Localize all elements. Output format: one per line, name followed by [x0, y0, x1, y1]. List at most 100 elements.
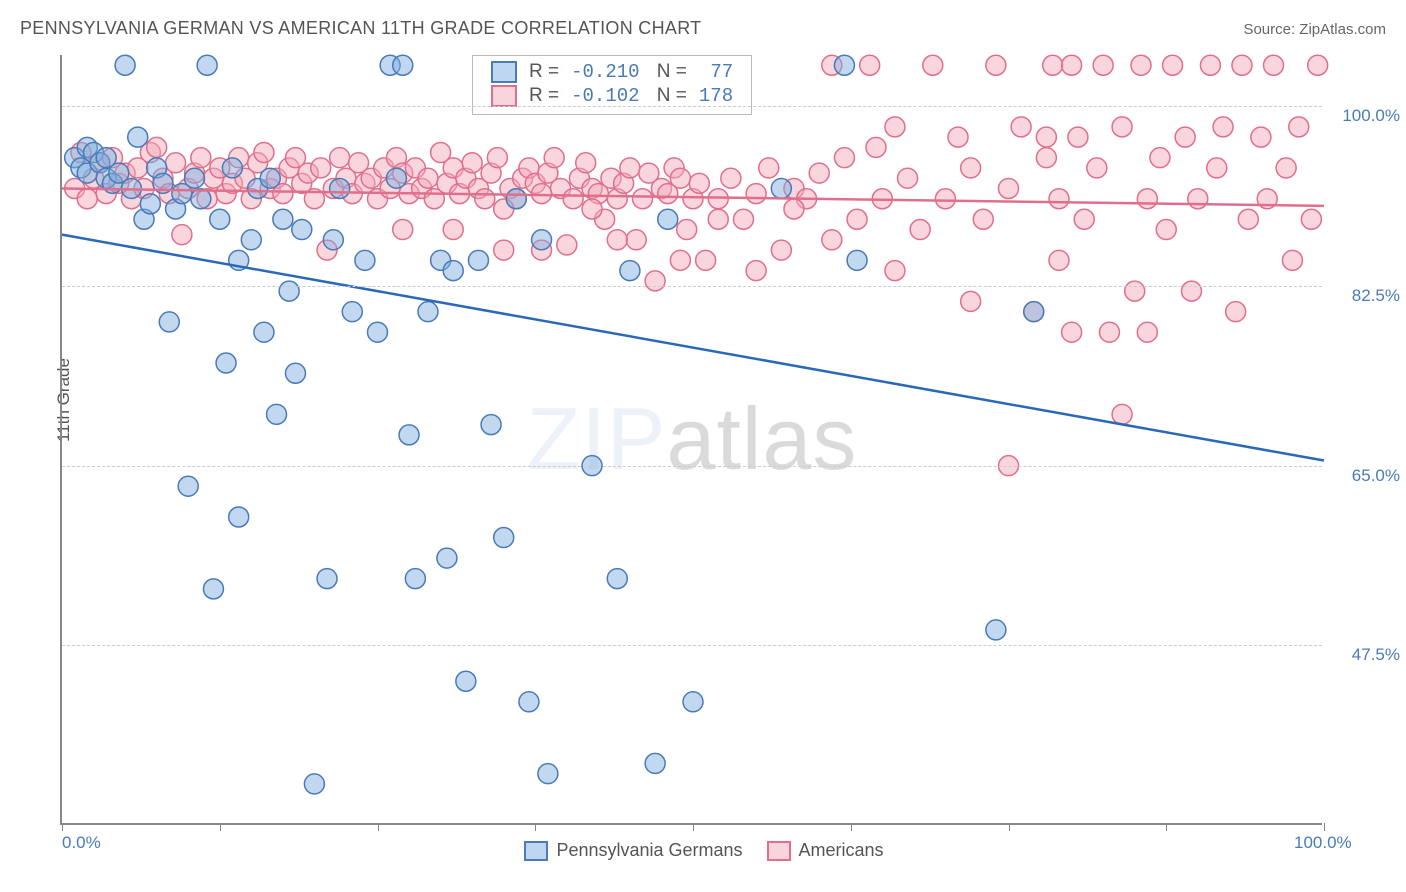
data-point — [481, 415, 501, 435]
data-point — [1112, 404, 1132, 424]
data-point — [771, 240, 791, 260]
data-point — [910, 220, 930, 240]
data-point — [115, 55, 135, 75]
data-point — [809, 163, 829, 183]
data-point — [1200, 55, 1220, 75]
data-point — [746, 184, 766, 204]
data-point — [254, 322, 274, 342]
data-point — [1036, 148, 1056, 168]
data-point — [393, 55, 413, 75]
data-point — [645, 271, 665, 291]
data-point — [1137, 322, 1157, 342]
data-point — [860, 55, 880, 75]
data-point — [658, 209, 678, 229]
data-point — [386, 168, 406, 188]
data-point — [1112, 117, 1132, 137]
source-label: Source: ZipAtlas.com — [1243, 21, 1386, 38]
data-point — [1049, 250, 1069, 270]
data-point — [607, 230, 627, 250]
data-point — [487, 148, 507, 168]
data-point — [771, 178, 791, 198]
chart-title: PENNSYLVANIA GERMAN VS AMERICAN 11TH GRA… — [20, 18, 701, 39]
data-point — [178, 476, 198, 496]
data-point — [582, 199, 602, 219]
data-point — [437, 548, 457, 568]
data-point — [1068, 127, 1088, 147]
data-point — [708, 209, 728, 229]
data-point — [241, 230, 261, 250]
y-tick-label: 65.0% — [1352, 466, 1400, 486]
data-point — [462, 153, 482, 173]
data-point — [620, 158, 640, 178]
data-point — [399, 425, 419, 445]
legend-n-value: 178 — [693, 84, 739, 108]
data-point — [670, 250, 690, 270]
data-point — [418, 168, 438, 188]
data-point — [1232, 55, 1252, 75]
data-point — [563, 189, 583, 209]
data-point — [229, 507, 249, 527]
legend-swatch — [524, 841, 548, 861]
data-point — [1074, 209, 1094, 229]
data-point — [1099, 322, 1119, 342]
data-point — [197, 55, 217, 75]
legend-r-label: R = — [523, 60, 565, 84]
data-point — [999, 178, 1019, 198]
data-point — [166, 153, 186, 173]
legend-n-label: N = — [646, 84, 693, 108]
data-point — [267, 404, 287, 424]
data-point — [292, 220, 312, 240]
data-point — [683, 692, 703, 712]
data-point — [557, 235, 577, 255]
plot-svg — [62, 55, 1322, 823]
data-point — [885, 261, 905, 281]
data-point — [607, 569, 627, 589]
x-tick — [851, 823, 852, 831]
data-point — [1163, 55, 1183, 75]
data-point — [847, 250, 867, 270]
legend-label: Pennsylvania Germans — [556, 840, 742, 860]
data-point — [847, 209, 867, 229]
data-point — [1282, 250, 1302, 270]
legend-swatch — [491, 61, 517, 83]
data-point — [1125, 281, 1145, 301]
legend-swatch — [767, 841, 791, 861]
data-point — [948, 127, 968, 147]
data-point — [1093, 55, 1113, 75]
data-point — [311, 158, 331, 178]
data-point — [203, 579, 223, 599]
data-point — [443, 220, 463, 240]
data-point — [159, 312, 179, 332]
data-point — [721, 168, 741, 188]
series-legend: Pennsylvania GermansAmericans — [62, 840, 1322, 861]
y-tick-label: 100.0% — [1342, 106, 1400, 126]
data-point — [935, 189, 955, 209]
data-point — [986, 620, 1006, 640]
data-point — [1238, 209, 1258, 229]
data-point — [1175, 127, 1195, 147]
data-point — [1276, 158, 1296, 178]
data-point — [1188, 189, 1208, 209]
data-point — [260, 168, 280, 188]
legend-r-label: R = — [523, 84, 565, 108]
data-point — [443, 261, 463, 281]
data-point — [1087, 158, 1107, 178]
data-point — [1011, 117, 1031, 137]
data-point — [210, 209, 230, 229]
data-point — [1043, 55, 1063, 75]
legend-r-value: -0.210 — [565, 60, 645, 84]
data-point — [1308, 55, 1328, 75]
trend-line — [62, 235, 1324, 461]
data-point — [330, 148, 350, 168]
grid-line — [62, 106, 1322, 107]
data-point — [620, 261, 640, 281]
legend-r-value: -0.102 — [565, 84, 645, 108]
data-point — [475, 189, 495, 209]
legend-n-label: N = — [646, 60, 693, 84]
data-point — [1156, 220, 1176, 240]
data-point — [279, 281, 299, 301]
data-point — [216, 353, 236, 373]
data-point — [304, 774, 324, 794]
data-point — [1301, 209, 1321, 229]
data-point — [405, 569, 425, 589]
